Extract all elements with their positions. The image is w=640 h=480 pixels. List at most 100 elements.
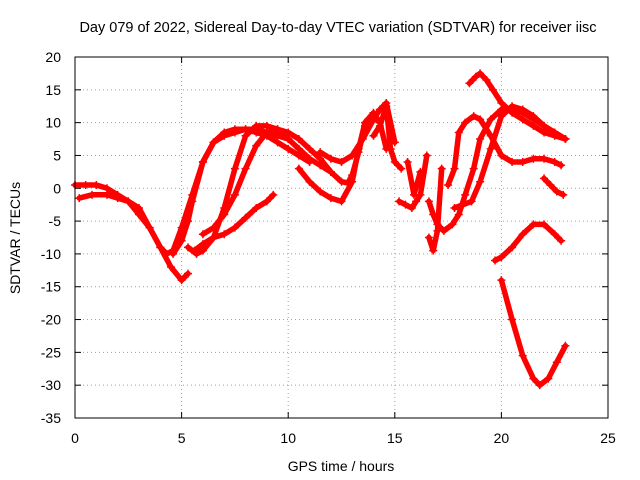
data-point: [409, 190, 418, 199]
data-point: [145, 223, 154, 232]
data-point: [375, 121, 384, 130]
x-tick-label: 15: [387, 430, 403, 446]
data-point: [529, 374, 538, 383]
data-point: [337, 177, 346, 186]
data-point: [529, 154, 538, 163]
data-point: [546, 180, 555, 189]
data-point: [358, 135, 367, 144]
data-point: [241, 131, 250, 140]
data-point: [469, 164, 478, 173]
data-point: [183, 269, 192, 278]
series-trace: [541, 175, 566, 198]
y-tick-label: 15: [45, 82, 61, 98]
data-point: [416, 167, 425, 176]
y-tick-label: 20: [45, 49, 61, 65]
data-point: [550, 158, 559, 167]
data-point: [209, 223, 218, 232]
y-tick-label: 5: [53, 147, 61, 163]
data-point: [252, 121, 261, 130]
data-point: [198, 230, 207, 239]
data-point: [305, 154, 314, 163]
data-point: [465, 79, 474, 88]
data-point: [124, 197, 133, 206]
data-series-19: [540, 174, 568, 199]
data-point: [476, 69, 485, 78]
y-tick-label: -15: [41, 279, 61, 295]
data-point: [220, 210, 229, 219]
data-point: [401, 200, 410, 209]
data-point: [269, 190, 278, 199]
data-point: [444, 180, 453, 189]
data-point: [273, 125, 282, 134]
data-point: [429, 246, 438, 255]
data-point: [454, 210, 463, 219]
series-trace: [370, 103, 404, 172]
data-point: [433, 226, 442, 235]
data-series-3: [169, 125, 314, 258]
data-point: [198, 240, 207, 249]
data-point: [497, 112, 506, 121]
data-point: [177, 276, 186, 285]
data-point: [491, 256, 500, 265]
data-point: [183, 217, 192, 226]
data-point: [241, 164, 250, 173]
data-series-18: [497, 276, 570, 390]
data-point: [241, 213, 250, 222]
data-point: [316, 187, 325, 196]
data-point: [557, 236, 566, 245]
data-point: [75, 194, 84, 203]
data-point: [497, 98, 506, 107]
data-point: [360, 118, 369, 127]
data-point: [476, 177, 485, 186]
y-tick-label: -10: [41, 246, 61, 262]
data-point: [395, 197, 404, 206]
data-point: [198, 158, 207, 167]
data-point: [316, 148, 325, 157]
data-point: [476, 135, 485, 144]
data-point: [518, 115, 527, 124]
data-point: [284, 144, 293, 153]
y-tick-label: -35: [41, 410, 61, 426]
data-point: [81, 180, 90, 189]
data-point: [552, 358, 561, 367]
data-point: [467, 197, 476, 206]
data-point: [382, 102, 391, 111]
data-point: [403, 158, 412, 167]
data-point: [508, 243, 517, 252]
data-point: [540, 174, 549, 183]
data-point: [348, 177, 357, 186]
chart-title: Day 079 of 2022, Sidereal Day-to-day VTE…: [79, 20, 596, 36]
x-axis-title: GPS time / hours: [288, 458, 395, 474]
data-series-16: [465, 69, 570, 144]
data-point: [348, 151, 357, 160]
data-point: [262, 197, 271, 206]
data-point: [486, 115, 495, 124]
data-point: [488, 85, 497, 94]
data-point: [134, 203, 143, 212]
data-point: [262, 128, 271, 137]
data-point: [102, 190, 111, 199]
x-tick-label: 20: [494, 430, 510, 446]
x-tick-labels: 0 5 10 15 20 25: [71, 430, 616, 446]
data-point: [390, 158, 399, 167]
data-point: [497, 276, 506, 285]
y-tick-label: -25: [41, 344, 61, 360]
x-tick-label: 0: [71, 430, 79, 446]
data-point: [529, 220, 538, 229]
plot-frame: [74, 56, 609, 419]
data-point: [326, 194, 335, 203]
data-point: [92, 180, 101, 189]
data-point: [88, 190, 97, 199]
data-point: [294, 164, 303, 173]
y-tick-label: -30: [41, 377, 61, 393]
data-point: [220, 230, 229, 239]
data-point: [518, 158, 527, 167]
data-point: [486, 144, 495, 153]
data-point: [177, 236, 186, 245]
data-point: [424, 197, 433, 206]
axis-ticks: [74, 56, 609, 419]
data-point: [454, 128, 463, 137]
y-axis-title: SDTVAR / TECUs: [7, 182, 23, 294]
data-point: [561, 135, 570, 144]
